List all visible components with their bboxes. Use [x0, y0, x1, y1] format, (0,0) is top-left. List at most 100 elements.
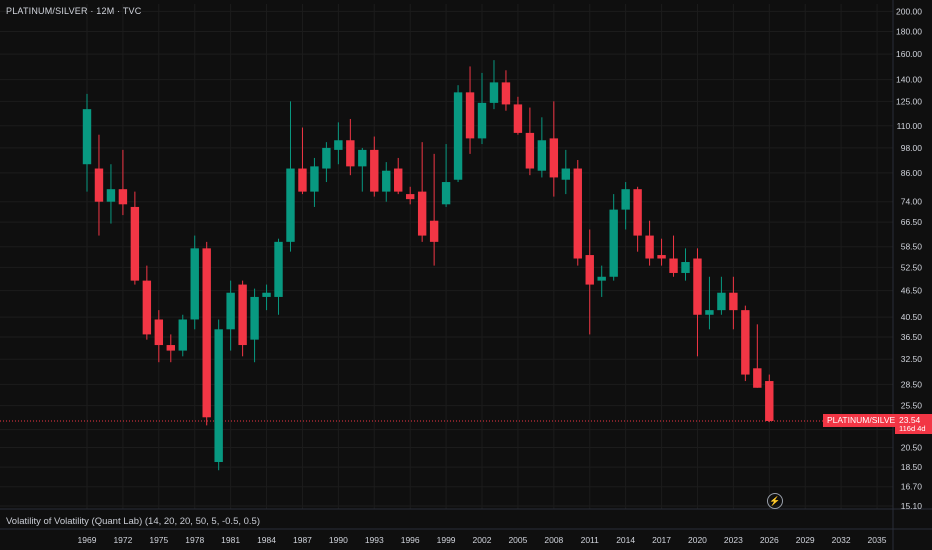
candle: [729, 276, 738, 330]
time-tick-label: 2017: [652, 535, 671, 545]
candle: [322, 142, 331, 183]
lightning-icon[interactable]: ⚡: [767, 493, 783, 509]
price-tick-label: 140.00: [896, 75, 922, 85]
candle-body: [417, 191, 427, 236]
candle-body: [214, 329, 223, 463]
candle: [489, 60, 499, 110]
candle-body: [621, 189, 630, 210]
candle-body: [609, 209, 618, 277]
candle: [298, 127, 307, 195]
price-tick-label: 200.00: [896, 6, 922, 16]
candle: [94, 134, 104, 236]
candle: [202, 241, 211, 426]
price-tick-label: 28.50: [901, 379, 923, 389]
price-tick-label: 160.00: [896, 49, 922, 59]
candle: [753, 324, 762, 388]
candles: [82, 60, 774, 471]
candle: [262, 284, 271, 311]
candle: [525, 107, 535, 176]
candle: [657, 238, 666, 266]
candle: [334, 122, 343, 165]
time-tick-label: 1972: [113, 535, 132, 545]
candle-body: [681, 262, 690, 273]
time-tick-label: 2005: [508, 535, 527, 545]
candle: [382, 162, 391, 202]
candle-body: [465, 92, 475, 139]
candle: [190, 235, 199, 330]
time-tick-label: 2026: [760, 535, 779, 545]
candle-body: [346, 140, 355, 167]
time-tick-label: 2032: [832, 535, 851, 545]
price-tick-label: 36.50: [901, 332, 923, 342]
candle-body: [154, 319, 164, 346]
candle: [405, 186, 415, 205]
candle-body: [741, 310, 750, 375]
candle-body: [693, 258, 702, 315]
candle-body: [202, 248, 211, 418]
candle-body: [669, 258, 678, 273]
price-tick-label: 125.00: [896, 96, 922, 106]
candle-body: [705, 310, 714, 315]
candle: [741, 305, 750, 382]
candle: [501, 70, 511, 111]
time-tick-label: 1978: [185, 535, 204, 545]
symbol-header[interactable]: PLATINUM/SILVER · 12M · TVC: [6, 6, 142, 16]
time-tick-label: 1993: [365, 535, 384, 545]
candle: [214, 319, 223, 471]
time-tick-label: 1987: [293, 535, 312, 545]
time-axis: 1969 1972 1975 1978 1981 1984 1987 1990 1993 1996…: [78, 535, 887, 545]
candle-body: [226, 292, 235, 330]
candle-body: [94, 168, 104, 202]
candle: [645, 220, 654, 266]
candle-body: [178, 319, 187, 351]
candle-body: [238, 284, 247, 346]
candle-body: [501, 82, 511, 105]
indicator-legend[interactable]: Volatility of Volatility (Quant Lab) (14…: [6, 516, 261, 527]
candle-body: [82, 109, 92, 165]
candle: [178, 314, 187, 357]
candle: [633, 186, 642, 252]
candle-body: [657, 255, 666, 259]
candle: [130, 191, 140, 285]
candle-body: [106, 189, 116, 202]
candle: [286, 101, 295, 252]
candle-body: [262, 292, 271, 297]
candle: [226, 280, 235, 351]
candle-body: [513, 104, 523, 133]
time-tick-label: 1999: [437, 535, 456, 545]
time-tick-label: 1990: [329, 535, 348, 545]
time-tick-label: 1996: [401, 535, 420, 545]
candle: [154, 310, 164, 363]
candle-body: [729, 292, 738, 311]
candle: [250, 288, 259, 363]
price-tick-label: 15.10: [901, 501, 923, 511]
price-tick-label: 58.50: [901, 242, 923, 252]
candle: [465, 66, 475, 154]
candle: [513, 96, 523, 135]
time-tick-label: 2014: [616, 535, 635, 545]
price-tick-label: 16.70: [901, 482, 923, 492]
price-tick-label: 110.00: [897, 121, 923, 131]
candle: [417, 142, 427, 242]
candle: [441, 144, 451, 207]
time-tick-label: 2002: [473, 535, 492, 545]
candle: [477, 72, 487, 145]
candle: [669, 235, 678, 277]
candle-body: [274, 241, 283, 297]
time-tick-label: 1984: [257, 535, 276, 545]
price-axis: 15.1016.7018.5020.5022.5025.5028.5032.50…: [896, 6, 922, 511]
candle-body: [429, 220, 439, 242]
candle-body: [190, 248, 199, 320]
price-tick-label: 40.50: [901, 312, 923, 322]
candle: [394, 157, 403, 195]
candle: [549, 101, 559, 197]
candle: [681, 248, 690, 281]
candle: [705, 276, 714, 330]
candle-body: [250, 296, 259, 340]
candle-body: [322, 147, 331, 169]
candle-body: [405, 194, 415, 200]
time-tick-label: 1975: [149, 535, 168, 545]
price-tick-label: 46.50: [901, 286, 923, 296]
candle-body: [561, 168, 570, 180]
